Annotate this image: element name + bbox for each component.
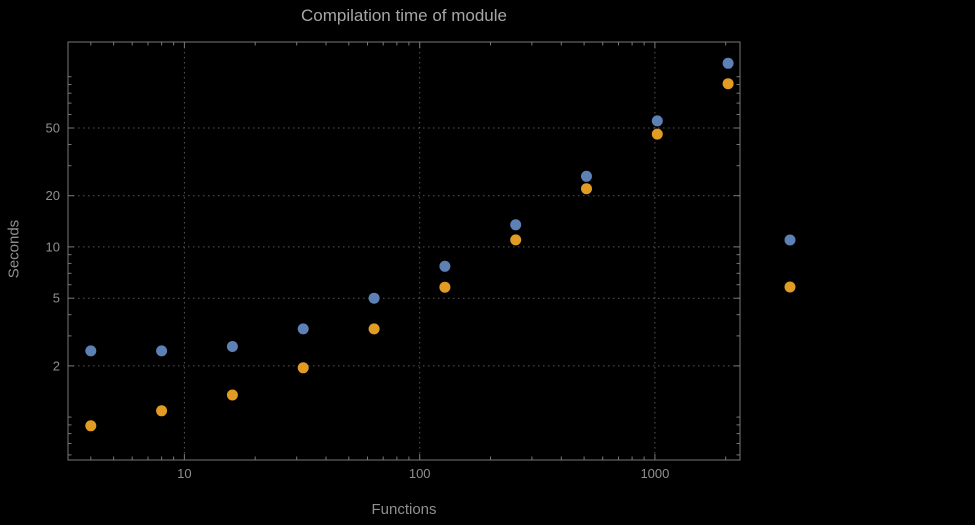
data-point-series2-x1024 bbox=[651, 128, 663, 140]
legend-marker-1 bbox=[784, 234, 796, 246]
y-tick-label-50: 50 bbox=[46, 121, 60, 136]
data-point-series1-x64 bbox=[368, 292, 380, 304]
data-point-series2-x64 bbox=[368, 323, 380, 335]
y-tick-label-10: 10 bbox=[46, 239, 60, 254]
x-axis-label: Functions bbox=[371, 501, 437, 518]
data-point-series2-x128 bbox=[439, 281, 451, 293]
y-tick-label-20: 20 bbox=[46, 188, 60, 203]
data-point-series2-x8 bbox=[156, 405, 168, 417]
data-point-series2-x256 bbox=[510, 234, 522, 246]
data-point-series2-x16 bbox=[226, 389, 238, 401]
data-point-series1-x8 bbox=[156, 345, 168, 357]
data-point-series1-x256 bbox=[510, 219, 522, 231]
y-tick-label-5: 5 bbox=[53, 291, 60, 306]
data-point-series2-x2048 bbox=[722, 78, 734, 90]
plot-frame bbox=[67, 41, 741, 461]
data-point-series1-x512 bbox=[581, 170, 592, 182]
x-tick-label-1000: 1000 bbox=[640, 466, 669, 481]
chart-title: Compilation time of module bbox=[301, 6, 507, 25]
data-point-series1-x1024 bbox=[651, 115, 663, 127]
data-point-series1-x128 bbox=[439, 260, 451, 272]
data-point-series2-x32 bbox=[297, 362, 309, 374]
data-point-series2-x4 bbox=[85, 420, 97, 432]
y-axis-label: Seconds bbox=[5, 219, 23, 279]
data-point-series1-x16 bbox=[226, 341, 238, 352]
data-point-series1-x32 bbox=[297, 323, 309, 335]
data-point-series1-x2048 bbox=[722, 57, 734, 69]
data-point-series1-x4 bbox=[85, 345, 97, 357]
x-tick-label-10: 10 bbox=[177, 466, 191, 481]
y-tick-label-2: 2 bbox=[53, 358, 60, 373]
x-tick-label-100: 100 bbox=[409, 466, 431, 481]
data-point-series2-x512 bbox=[581, 183, 592, 195]
legend-marker-2 bbox=[784, 281, 796, 293]
